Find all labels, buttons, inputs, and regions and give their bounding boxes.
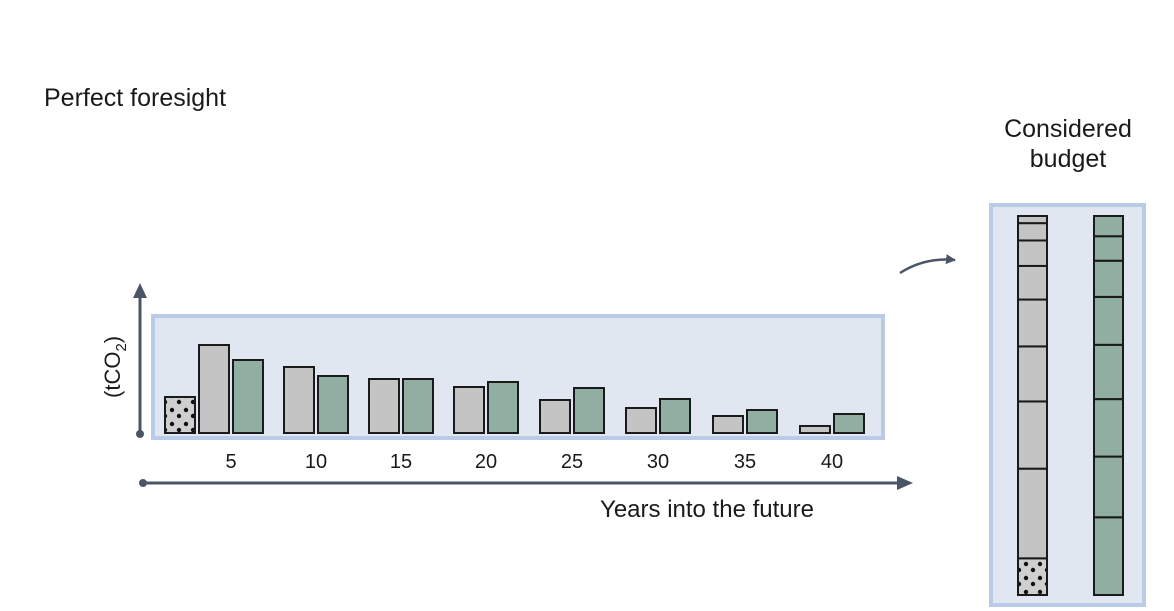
budget-title-line1: Considered [1004,115,1132,143]
budget-grey-segment-1 [1017,557,1048,596]
bar-grey-35 [712,415,744,434]
bar-series-group [164,344,865,434]
x-tick-15: 15 [390,451,412,473]
x-tick-40: 40 [821,451,843,473]
budget-grey-segment-5 [1017,298,1048,348]
bar-grey-30 [625,407,657,434]
budget-green-segment-5 [1093,295,1124,346]
bar-grey-20 [453,386,485,434]
budget-green-segment-7 [1093,235,1124,262]
bar-grey-40 [799,425,831,434]
x-tick-25: 25 [561,451,583,473]
y-axis-label-close: ) [100,336,125,343]
y-axis-label-main: (tCO [100,352,125,398]
budget-title-line2: budget [1029,145,1107,173]
budget-green-segment-4 [1093,343,1124,401]
bar-green-20 [487,381,519,434]
x-tick-10: 10 [305,451,327,473]
bar-grey-15 [368,378,400,434]
x-axis-arrowhead-icon [897,476,913,490]
bar-green-10 [317,375,349,434]
bar-initial-dotted [164,396,196,434]
x-axis-label: Years into the future [600,496,814,523]
x-tick-labels: 5 10 15 20 25 30 35 40 [225,451,843,473]
bar-grey-25 [539,399,571,434]
x-tick-30: 30 [647,451,669,473]
budget-grey-segment-8 [1017,222,1048,242]
x-tick-20: 20 [475,451,497,473]
budget-green-segment-3 [1093,398,1124,458]
budget-grey-segment-2 [1017,467,1048,560]
budget-green-segment-1 [1093,516,1124,596]
bar-green-5 [232,359,264,434]
figure-title: Perfect foresight [44,84,227,112]
curved-arrow-icon [899,254,956,275]
y-axis-origin-dot [136,430,144,438]
x-axis-origin-dot [139,479,147,487]
y-axis-label-subscript: 2 [113,343,130,351]
bar-green-30 [659,398,691,434]
bar-green-15 [402,378,434,434]
budget-grey-segment-3 [1017,400,1048,470]
x-tick-35: 35 [734,451,756,473]
budget-grey-stack [1017,215,1048,596]
bar-green-25 [573,387,605,434]
budget-grey-segment-6 [1017,264,1048,301]
bar-green-40 [833,413,865,434]
y-axis-label: (tCO2) [100,336,130,398]
y-axis-arrowhead-icon [133,283,147,298]
budget-green-segment-6 [1093,259,1124,298]
budget-grey-segment-7 [1017,239,1048,267]
bar-green-35 [746,409,778,434]
bar-grey-5 [198,344,230,434]
bar-grey-10 [283,366,315,434]
budget-green-segment-2 [1093,455,1124,519]
budget-grey-segment-4 [1017,345,1048,403]
budget-title: Considered budget [980,114,1156,174]
budget-grey-segment-9 [1017,215,1048,225]
budget-green-stack [1093,215,1124,596]
budget-green-segment-8 [1093,215,1124,238]
x-tick-5: 5 [225,451,236,473]
